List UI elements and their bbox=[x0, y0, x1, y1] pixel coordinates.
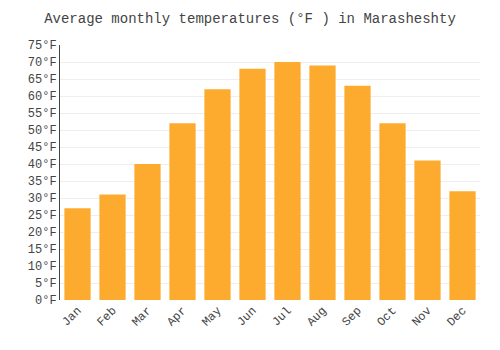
svg-text:10°F: 10°F bbox=[28, 260, 57, 274]
svg-text:55°F: 55°F bbox=[28, 107, 57, 121]
svg-text:35°F: 35°F bbox=[28, 175, 57, 189]
svg-text:45°F: 45°F bbox=[28, 141, 57, 155]
svg-text:50°F: 50°F bbox=[28, 124, 57, 138]
svg-text:Sep: Sep bbox=[339, 304, 364, 329]
svg-text:70°F: 70°F bbox=[28, 56, 57, 70]
svg-text:40°F: 40°F bbox=[28, 158, 57, 172]
svg-text:Dec: Dec bbox=[444, 304, 469, 329]
svg-text:Mar: Mar bbox=[129, 304, 154, 329]
svg-text:75°F: 75°F bbox=[28, 39, 57, 53]
svg-text:Jun: Jun bbox=[234, 304, 259, 329]
svg-text:Nov: Nov bbox=[409, 304, 434, 329]
svg-text:Average monthly temperatures (: Average monthly temperatures (°F ) in Ma… bbox=[44, 11, 456, 27]
svg-text:15°F: 15°F bbox=[28, 243, 57, 257]
svg-text:60°F: 60°F bbox=[28, 90, 57, 104]
svg-text:Oct: Oct bbox=[374, 304, 399, 329]
svg-text:Aug: Aug bbox=[304, 304, 329, 329]
svg-text:Feb: Feb bbox=[94, 304, 119, 329]
svg-text:65°F: 65°F bbox=[28, 73, 57, 87]
svg-text:0°F: 0°F bbox=[35, 294, 57, 308]
svg-text:30°F: 30°F bbox=[28, 192, 57, 206]
svg-text:May: May bbox=[199, 304, 224, 329]
svg-text:Apr: Apr bbox=[164, 304, 189, 329]
svg-text:5°F: 5°F bbox=[35, 277, 57, 291]
svg-text:Jan: Jan bbox=[59, 304, 84, 329]
svg-text:Jul: Jul bbox=[269, 304, 294, 329]
svg-text:20°F: 20°F bbox=[28, 226, 57, 240]
svg-text:25°F: 25°F bbox=[28, 209, 57, 223]
